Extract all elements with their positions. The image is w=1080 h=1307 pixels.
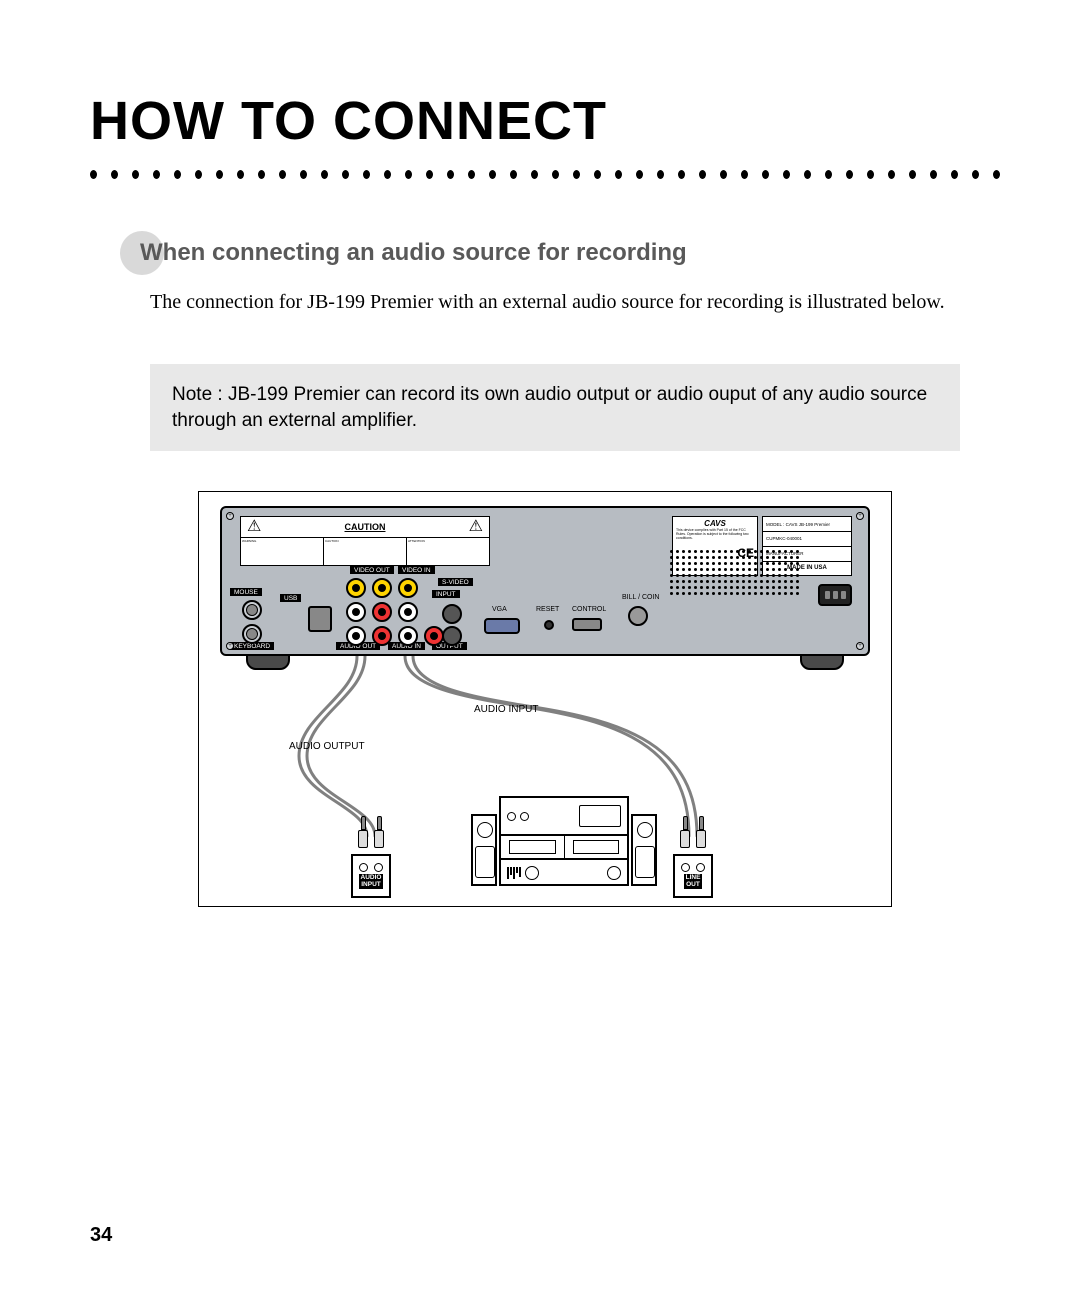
usb-port-icon <box>308 606 332 632</box>
label-mouse: MOUSE <box>230 588 262 596</box>
label-bill-coin: BILL / COIN <box>622 594 659 601</box>
label-input: INPUT <box>432 590 460 598</box>
spec-cert: CUPMKC-040001 <box>763 532 851 547</box>
cable-area: AUDIO INPUT AUDIO OUTPUT AUDIOINPUT <box>199 656 891 906</box>
control-port-icon <box>572 618 602 631</box>
equalizer-icon <box>507 867 521 879</box>
stereo-jack-icon <box>507 812 516 821</box>
caution-fineprint: CAUTION <box>324 538 407 565</box>
spec-model: MODEL : CAVS JB-199 Premier <box>763 517 851 532</box>
warning-triangle-icon: ⚠ <box>247 519 261 535</box>
jack-label-left: AUDIOINPUT <box>359 874 384 889</box>
caution-fineprint: ATTENTION <box>407 538 489 565</box>
connection-diagram: ⚠ CAUTION ⚠ WARNING CAUTION ATTENTION CA… <box>198 491 892 907</box>
knob-icon <box>525 866 539 880</box>
rca-plugs-icon <box>351 816 391 850</box>
jack-label-right: LINEOUT <box>684 874 703 889</box>
body-paragraph: The connection for JB-199 Premier with a… <box>150 291 980 314</box>
page-number: 34 <box>90 1224 112 1247</box>
label-vga: VGA <box>492 606 507 613</box>
label-s-video: S-VIDEO <box>438 578 473 586</box>
label-video-out: VIDEO OUT <box>350 566 394 574</box>
stereo-body <box>499 796 629 886</box>
cable-label-audio-output: AUDIO OUTPUT <box>289 741 365 752</box>
jack-panel: LINEOUT <box>673 854 713 898</box>
cassette-deck-icon <box>565 836 628 858</box>
divider-dots <box>90 170 1000 179</box>
line-out-jack: LINEOUT <box>673 816 713 896</box>
label-reset: RESET <box>536 606 559 613</box>
subheading-row: When connecting an audio source for reco… <box>120 231 1000 275</box>
rca-plugs-icon <box>673 816 713 850</box>
ventilation-grid <box>670 550 810 602</box>
label-video-in: VIDEO IN <box>398 566 435 574</box>
cable-label-audio-input: AUDIO INPUT <box>474 704 538 715</box>
label-control: CONTROL <box>572 606 606 613</box>
power-socket-icon <box>818 584 852 606</box>
caution-fineprint: WARNING <box>241 538 324 565</box>
brand-logo: CAVS <box>704 519 726 528</box>
warning-triangle-icon: ⚠ <box>469 519 483 535</box>
caution-text: CAUTION <box>345 522 386 532</box>
audio-input-jack: AUDIOINPUT <box>351 816 391 896</box>
caution-label-box: ⚠ CAUTION ⚠ WARNING CAUTION ATTENTION <box>240 516 490 566</box>
knob-icon <box>607 866 621 880</box>
label-usb: USB <box>280 594 301 602</box>
speaker-left-icon <box>471 814 497 886</box>
subheading: When connecting an audio source for reco… <box>140 239 687 267</box>
stereo-jack-icon <box>520 812 529 821</box>
stereo-display-icon <box>579 805 621 827</box>
vga-port-icon <box>484 618 520 634</box>
jack-panel: AUDIOINPUT <box>351 854 391 898</box>
brand-fineprint: This device complies with Part 15 of the… <box>675 528 755 542</box>
speaker-right-icon <box>631 814 657 886</box>
stereo-system-icon <box>499 796 629 896</box>
note-box: Note : JB-199 Premier can record its own… <box>150 364 960 451</box>
manual-page: HOW TO CONNECT When connecting an audio … <box>0 0 1080 1307</box>
page-title: HOW TO CONNECT <box>90 90 1000 152</box>
cassette-deck-icon <box>501 836 565 858</box>
device-rear-panel: ⚠ CAUTION ⚠ WARNING CAUTION ATTENTION CA… <box>220 506 870 656</box>
